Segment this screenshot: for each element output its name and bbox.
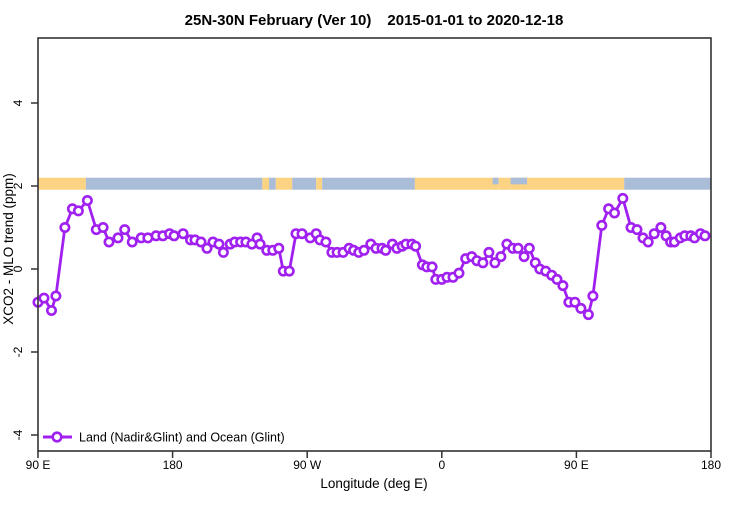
data-point-marker xyxy=(59,222,71,234)
data-point-marker xyxy=(582,309,594,321)
data-point-marker xyxy=(380,244,392,256)
band-segment-land xyxy=(316,177,323,190)
data-series xyxy=(32,192,711,321)
plot-border xyxy=(37,37,712,452)
band-segment-ocean xyxy=(292,177,317,190)
y-axis-tick-label: 4 xyxy=(11,99,25,106)
legend-marker xyxy=(51,431,63,443)
data-point-marker xyxy=(575,302,587,314)
data-point-marker xyxy=(213,238,225,250)
x-axis-tick-label: 90 E xyxy=(564,458,589,472)
y-axis-tick-label: -2 xyxy=(11,346,25,357)
data-point-marker xyxy=(631,224,643,236)
data-point-marker xyxy=(254,238,266,250)
data-point-marker xyxy=(103,236,115,248)
y-axis-tick-label: -4 xyxy=(11,429,25,440)
y-axis-tick-label: 0 xyxy=(11,265,25,272)
x-axis-label: Longitude (deg E) xyxy=(320,476,427,491)
data-point-marker xyxy=(119,224,131,236)
data-point-marker xyxy=(410,240,422,252)
band-segment-land xyxy=(38,177,86,190)
x-axis-tick-label: 180 xyxy=(701,458,721,472)
data-point-marker xyxy=(489,257,501,269)
data-point-marker xyxy=(642,236,654,248)
data-point-marker xyxy=(38,292,50,304)
data-point-marker xyxy=(512,242,524,254)
data-point-marker xyxy=(426,261,438,273)
legend-label: Land (Nadir&Glint) and Ocean (Glint) xyxy=(79,431,285,445)
data-point-marker xyxy=(655,222,667,234)
data-point-marker xyxy=(81,195,93,207)
data-point-marker xyxy=(273,242,285,254)
data-line xyxy=(36,197,707,316)
data-point-marker xyxy=(477,257,489,269)
data-point-marker xyxy=(596,219,608,231)
x-axis-tick-label: 90 W xyxy=(293,458,322,472)
data-point-marker xyxy=(358,244,370,256)
y-axis-label: XCO2 - MLO trend (ppm) xyxy=(1,173,16,325)
data-point-marker xyxy=(72,205,84,217)
band-segment-ocean-partial xyxy=(492,177,499,185)
band-segment-land xyxy=(414,177,493,190)
data-point-marker xyxy=(296,228,308,240)
band-segment-ocean xyxy=(269,177,276,190)
legend: Land (Nadir&Glint) and Ocean (Glint) xyxy=(43,431,285,445)
data-point-marker xyxy=(177,228,189,240)
x-axis-tick-label: 90 E xyxy=(26,458,51,472)
data-point-marker xyxy=(518,251,530,263)
data-point-marker xyxy=(699,230,711,242)
band-segment-ocean-partial xyxy=(510,177,528,185)
band-segment-ocean xyxy=(624,177,711,190)
data-point-marker xyxy=(483,246,495,258)
data-point-marker xyxy=(587,290,599,302)
data-point-marker xyxy=(283,265,295,277)
data-point-marker xyxy=(617,192,629,204)
data-point-marker xyxy=(201,242,213,254)
data-point-marker xyxy=(126,236,138,248)
band-segment-land xyxy=(498,177,511,190)
data-point-marker xyxy=(217,246,229,258)
data-point-marker xyxy=(45,304,57,316)
data-point-marker xyxy=(551,273,563,285)
chart-title-range: 25N-30N February (Ver 10) xyxy=(185,12,372,29)
data-point-marker xyxy=(97,222,109,234)
data-point-marker xyxy=(495,251,507,263)
data-point-marker xyxy=(608,207,620,219)
chart-title: 25N-30N February (Ver 10) 2015-01-01 to 2… xyxy=(185,12,564,29)
y-axis-tick-label: 2 xyxy=(11,182,25,189)
data-point-marker xyxy=(557,280,569,292)
x-axis-tick-label: 180 xyxy=(163,458,183,472)
data-point-marker xyxy=(195,236,207,248)
band-segment-land xyxy=(262,177,270,190)
data-point-marker xyxy=(168,230,180,242)
data-point-marker xyxy=(648,228,660,240)
x-axis-tick-label: 0 xyxy=(438,458,445,472)
data-point-marker xyxy=(112,232,124,244)
axis-ticks: 90 E 180 90 W 0 90 E 180 4 2 0 -2 -4 xyxy=(11,99,721,472)
data-point-marker xyxy=(523,242,535,254)
band-segment-land xyxy=(527,177,625,190)
land-ocean-band xyxy=(38,177,711,190)
data-point-marker xyxy=(569,296,581,308)
chart-title-dates: 2015-01-01 to 2020-12-18 xyxy=(387,12,563,29)
band-segment-land xyxy=(275,177,293,190)
data-point-marker xyxy=(50,290,62,302)
data-point-marker xyxy=(320,236,332,248)
data-point-marker xyxy=(453,267,465,279)
band-segment-ocean xyxy=(322,177,415,190)
band-segment-ocean xyxy=(85,177,263,190)
